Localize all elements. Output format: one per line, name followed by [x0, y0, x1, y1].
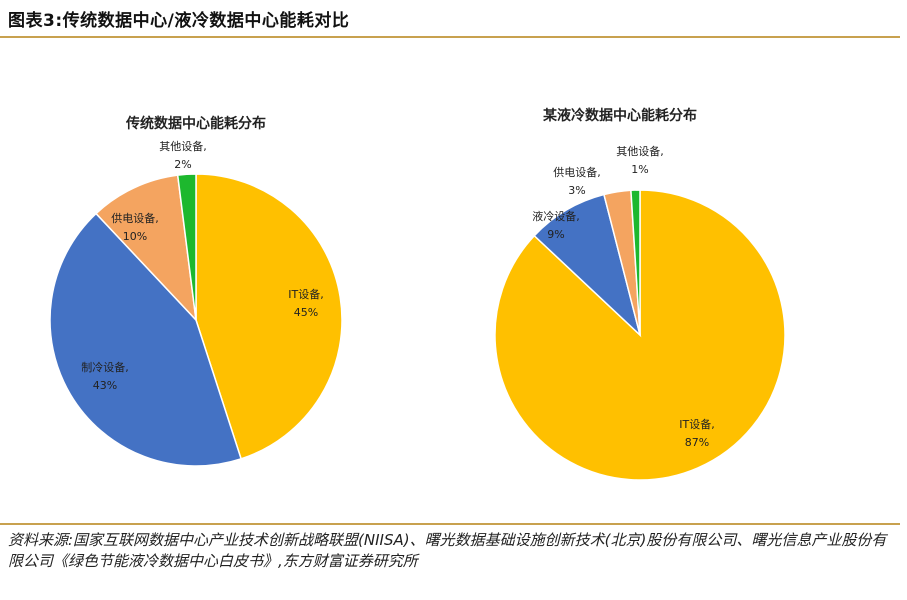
chart1-pie [49, 173, 343, 467]
chart1-title: 传统数据中心能耗分布 [125, 115, 266, 132]
figure-title: 图表3:传统数据中心/液冷数据中心能耗对比 [8, 11, 350, 31]
chart1-slice-2 [94, 174, 198, 323]
chart1-slice-0 [195, 173, 343, 460]
chart2-slice-pct-1: 9% [547, 228, 564, 241]
chart1-slice-pct-3: 2% [174, 158, 191, 171]
chart1-slice-3 [176, 173, 197, 321]
top-divider [0, 36, 900, 38]
chart2-slice-label-2: 供电设备, [553, 165, 601, 179]
chart1-slice-label-0: IT设备, [288, 287, 323, 301]
chart2-slice-pct-0: 87% [685, 436, 709, 449]
chart2-slice-label-0: IT设备, [679, 417, 714, 431]
chart1-slice-1 [49, 212, 243, 467]
chart1-labels: IT设备, 45% 制冷设备, 43% 供电设备, 10% 其他设备, 2% [81, 139, 323, 392]
chart2-title: 某液冷数据中心能耗分布 [543, 107, 697, 124]
chart2-slice-pct-3: 1% [631, 163, 648, 176]
chart1-slice-pct-0: 45% [294, 306, 318, 319]
chart2-slice-label-3: 其他设备, [616, 144, 664, 158]
chart2-labels: IT设备, 87% 液冷设备, 9% 供电设备, 3% 其他设备, 1% [532, 144, 714, 449]
source-note: 资料来源:国家互联网数据中心产业技术创新战略联盟(NIISA)、曙光数据基础设施… [8, 531, 887, 570]
chart1-slice-label-1: 制冷设备, [81, 360, 129, 374]
bottom-divider [0, 523, 900, 525]
chart1-slice-label-2: 供电设备, [111, 211, 159, 225]
chart2-slice-label-1: 液冷设备, [532, 209, 580, 223]
chart2-slice-pct-2: 3% [568, 184, 585, 197]
chart2-pie [494, 189, 786, 481]
chart2-slice-0 [494, 189, 786, 481]
chart2-slice-3 [630, 189, 641, 336]
chart2-slice-1 [533, 193, 642, 338]
chart1-slice-label-3: 其他设备, [159, 139, 207, 153]
chart1-slice-pct-1: 43% [93, 379, 117, 392]
chart1-slice-pct-2: 10% [123, 230, 147, 243]
